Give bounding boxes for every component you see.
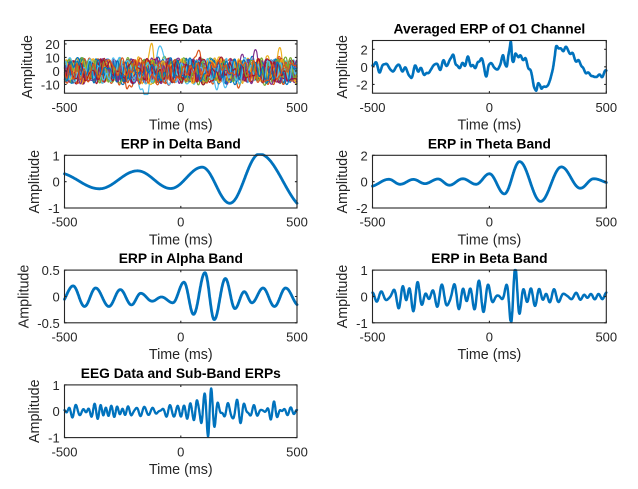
svg-text:0: 0 xyxy=(486,215,493,230)
svg-text:500: 500 xyxy=(286,330,308,345)
svg-text:ERP in Beta Band: ERP in Beta Band xyxy=(431,251,547,266)
svg-text:-2: -2 xyxy=(356,77,368,92)
svg-text:-500: -500 xyxy=(359,330,385,345)
svg-text:ERP in Theta Band: ERP in Theta Band xyxy=(428,136,551,151)
svg-text:-2: -2 xyxy=(356,201,368,216)
svg-text:1: 1 xyxy=(360,263,367,278)
svg-text:0: 0 xyxy=(360,60,367,75)
svg-text:Time (ms): Time (ms) xyxy=(149,118,213,134)
svg-text:1: 1 xyxy=(52,148,59,163)
svg-text:500: 500 xyxy=(286,100,308,115)
svg-text:-500: -500 xyxy=(51,330,77,345)
svg-text:500: 500 xyxy=(595,215,617,230)
svg-text:0: 0 xyxy=(360,290,367,305)
svg-text:Amplitude: Amplitude xyxy=(335,265,351,329)
svg-text:-0.5: -0.5 xyxy=(37,316,59,331)
svg-text:2: 2 xyxy=(360,42,367,57)
svg-text:0: 0 xyxy=(486,330,493,345)
svg-text:0: 0 xyxy=(486,100,493,115)
svg-text:0: 0 xyxy=(52,64,59,79)
svg-text:-500: -500 xyxy=(359,100,385,115)
svg-text:Amplitude: Amplitude xyxy=(335,35,351,99)
svg-text:EEG Data: EEG Data xyxy=(149,22,212,37)
svg-text:Amplitude: Amplitude xyxy=(335,150,351,214)
svg-text:20: 20 xyxy=(45,37,59,52)
svg-text:Time (ms): Time (ms) xyxy=(149,347,213,363)
svg-text:10: 10 xyxy=(45,50,59,65)
svg-text:-1: -1 xyxy=(48,431,60,446)
svg-text:Time (ms): Time (ms) xyxy=(149,232,213,248)
svg-text:0: 0 xyxy=(360,175,367,190)
svg-text:-500: -500 xyxy=(51,215,77,230)
svg-text:-10: -10 xyxy=(41,77,60,92)
svg-text:0: 0 xyxy=(52,175,59,190)
svg-text:1: 1 xyxy=(52,378,59,393)
svg-text:Time (ms): Time (ms) xyxy=(458,118,522,134)
svg-text:Amplitude: Amplitude xyxy=(20,35,36,99)
svg-text:Amplitude: Amplitude xyxy=(27,379,43,443)
svg-text:500: 500 xyxy=(595,330,617,345)
svg-text:-500: -500 xyxy=(51,444,77,459)
svg-text:Time (ms): Time (ms) xyxy=(458,347,522,363)
svg-text:-500: -500 xyxy=(359,215,385,230)
svg-text:Averaged ERP of O1 Channel: Averaged ERP of O1 Channel xyxy=(394,22,586,37)
svg-text:500: 500 xyxy=(286,215,308,230)
svg-text:Time (ms): Time (ms) xyxy=(458,232,522,248)
svg-text:Amplitude: Amplitude xyxy=(27,150,43,214)
svg-text:EEG Data and Sub-Band ERPs: EEG Data and Sub-Band ERPs xyxy=(81,366,281,381)
svg-text:-1: -1 xyxy=(48,201,60,216)
svg-text:0: 0 xyxy=(177,215,184,230)
svg-text:500: 500 xyxy=(595,100,617,115)
svg-text:ERP in Delta Band: ERP in Delta Band xyxy=(121,136,241,151)
svg-text:0: 0 xyxy=(177,444,184,459)
svg-text:0: 0 xyxy=(52,290,59,305)
svg-text:-1: -1 xyxy=(356,316,368,331)
svg-text:ERP in Alpha Band: ERP in Alpha Band xyxy=(119,251,243,266)
svg-text:-500: -500 xyxy=(51,100,77,115)
svg-text:Time (ms): Time (ms) xyxy=(149,462,213,478)
svg-text:Amplitude: Amplitude xyxy=(16,265,32,329)
svg-text:0: 0 xyxy=(52,404,59,419)
svg-text:0.5: 0.5 xyxy=(42,263,60,278)
svg-text:500: 500 xyxy=(286,444,308,459)
svg-text:2: 2 xyxy=(360,148,367,163)
svg-text:0: 0 xyxy=(177,100,184,115)
svg-text:0: 0 xyxy=(177,330,184,345)
